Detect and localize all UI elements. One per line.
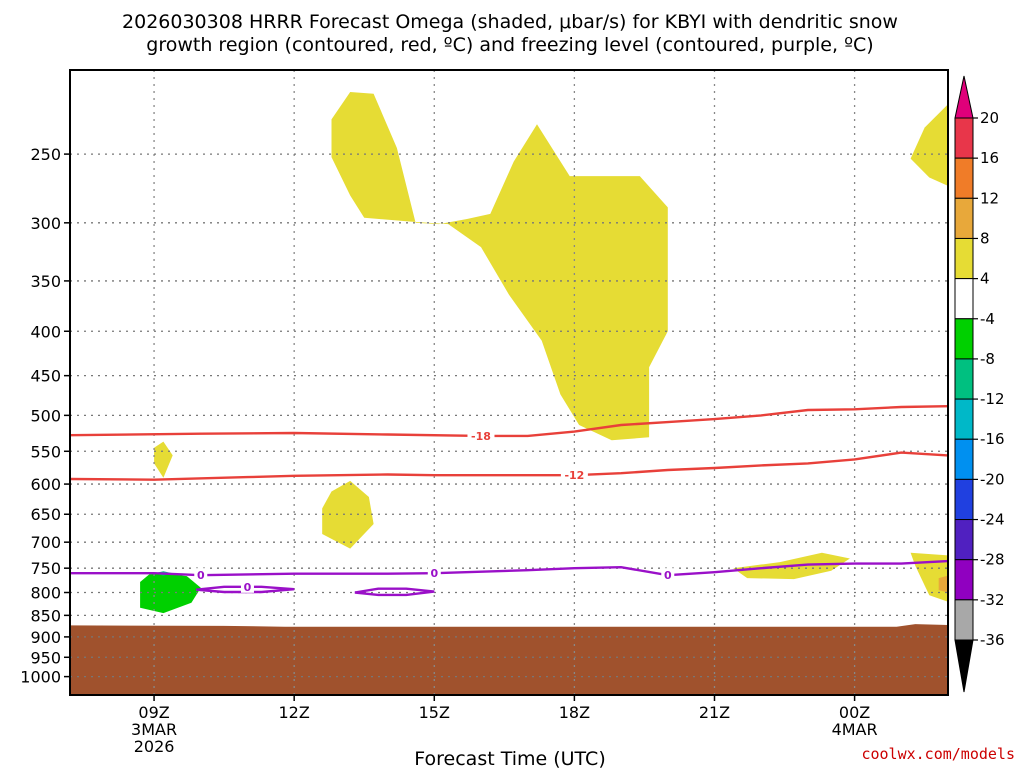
colorbar-label-2: 12 [980,189,999,207]
colorbar-label-3: 8 [980,229,990,247]
shade-far-right-blob [910,552,948,602]
x-tick-label-15Z: 15Z [419,703,450,722]
shade-lower-left-blob [154,441,173,478]
colorbar-label-4: 4 [980,270,990,288]
y-tick-label-950: 950 [30,648,61,667]
shade-low-left-green [140,573,201,614]
colorbar-label-5: -4 [980,310,995,328]
colorbar: 20 16 12 8 4 -4 -8 -12 -16 -20 -24 -28 -32 -36 [954,75,1005,693]
y-tick-label-300: 300 [30,214,61,233]
chart-title-line-1: 2026030308 HRRR Forecast Omega (shaded, … [122,11,898,33]
terrain-fill [70,624,948,695]
colorbar-box-8 [954,438,974,480]
contour-label-bg--12-0 [560,468,588,482]
shade-far-right-core [938,575,948,593]
colorbar-box-4 [954,278,974,320]
contour-0-loop-1 [195,585,295,594]
x-tick-sub2-09Z: 2026 [134,737,175,756]
contour-label-bg-0-loop-1-0 [240,579,254,593]
y-axis: 250 300 350 400 450 500 550 600 650 700 750 800 850 9… [20,145,70,687]
colorbar-box-6 [954,358,974,400]
colorbar-label-8: -16 [980,430,1005,448]
y-tick-label-600: 600 [30,475,61,494]
colorbar-box-9 [954,478,974,521]
contour-0 [70,559,948,577]
y-tick-label-850: 850 [30,606,61,625]
colorbar-label-6: -8 [980,350,995,368]
colorbar-label-9: -20 [980,470,1005,488]
colorbar-label-13: -36 [980,631,1005,649]
x-tick-sub1-09Z: 3MAR [131,720,177,739]
colorbar-box-3 [954,237,974,280]
x-tick-label-21Z: 21Z [699,703,730,722]
x-axis-label: Forecast Time (UTC) [414,748,605,768]
contour-label-0-2: 0 [664,569,672,582]
x-tick-label-12Z: 12Z [279,703,310,722]
colorbar-box-12 [954,599,974,641]
chart-title-line-2: growth region (contoured, red, ºC) and f… [146,34,873,56]
x-tick-label-09Z: 09Z [138,703,169,722]
colorbar-box-0 [954,117,974,159]
colorbar-box-10 [954,519,974,561]
contour-label-0-loop-1-0: 0 [244,581,252,594]
contour-label--18-0: -18 [471,430,491,443]
y-tick-label-750: 750 [30,559,61,578]
colorbar-box-5 [954,318,974,360]
y-tick-label-450: 450 [30,367,61,386]
contour-label-0-0: 0 [197,569,205,582]
contour--18 [70,405,948,438]
y-tick-label-550: 550 [30,442,61,461]
y-tick-label-250: 250 [30,145,61,164]
colorbar-box-1 [954,157,974,199]
x-tick-label-00Z: 00Z [839,703,870,722]
colorbar-top-arrow [954,75,974,119]
colorbar-label-10: -24 [980,511,1005,529]
shade-top-right [910,104,948,186]
contour-label-bg-0-0 [194,568,208,582]
y-tick-label-400: 400 [30,322,61,341]
contour-0-loop-2 [354,587,435,597]
contour-label-0-1: 0 [430,567,438,580]
contour-label--12-0: -12 [564,469,584,482]
credit-link[interactable]: coolwx.com/models [861,745,1015,763]
colorbar-label-11: -28 [980,551,1005,569]
colorbar-box-11 [954,559,974,601]
contour-label-bg-0-2 [661,568,675,582]
y-tick-label-1000: 1000 [20,668,61,687]
shade-upper-plume [331,92,668,441]
y-tick-label-800: 800 [30,584,61,603]
contour-label-bg-0-1 [427,566,441,580]
y-tick-label-700: 700 [30,533,61,552]
plot-frame [69,69,949,696]
y-tick-label-650: 650 [30,505,61,524]
colorbar-label-1: 16 [980,149,999,167]
plot-inner: -18 -12 0 0 0 0 [70,70,948,695]
x-tick-sub1-00Z: 4MAR [832,720,878,739]
y-tick-label-900: 900 [30,628,61,647]
contour-label-bg--18-0 [467,428,495,442]
x-tick-label-18Z: 18Z [559,703,590,722]
y-tick-label-350: 350 [30,272,61,291]
plot-area: -18 -12 0 0 0 0 [69,69,949,696]
colorbar-box-7 [954,398,974,440]
colorbar-box-2 [954,197,974,239]
colorbar-label-7: -12 [980,390,1005,408]
shade-mid-blob [322,480,374,549]
colorbar-bottom-arrow [954,639,974,693]
colorbar-label-0: 20 [980,109,999,127]
colorbar-label-12: -32 [980,591,1005,609]
y-tick-label-500: 500 [30,406,61,425]
contour--12 [70,451,948,481]
